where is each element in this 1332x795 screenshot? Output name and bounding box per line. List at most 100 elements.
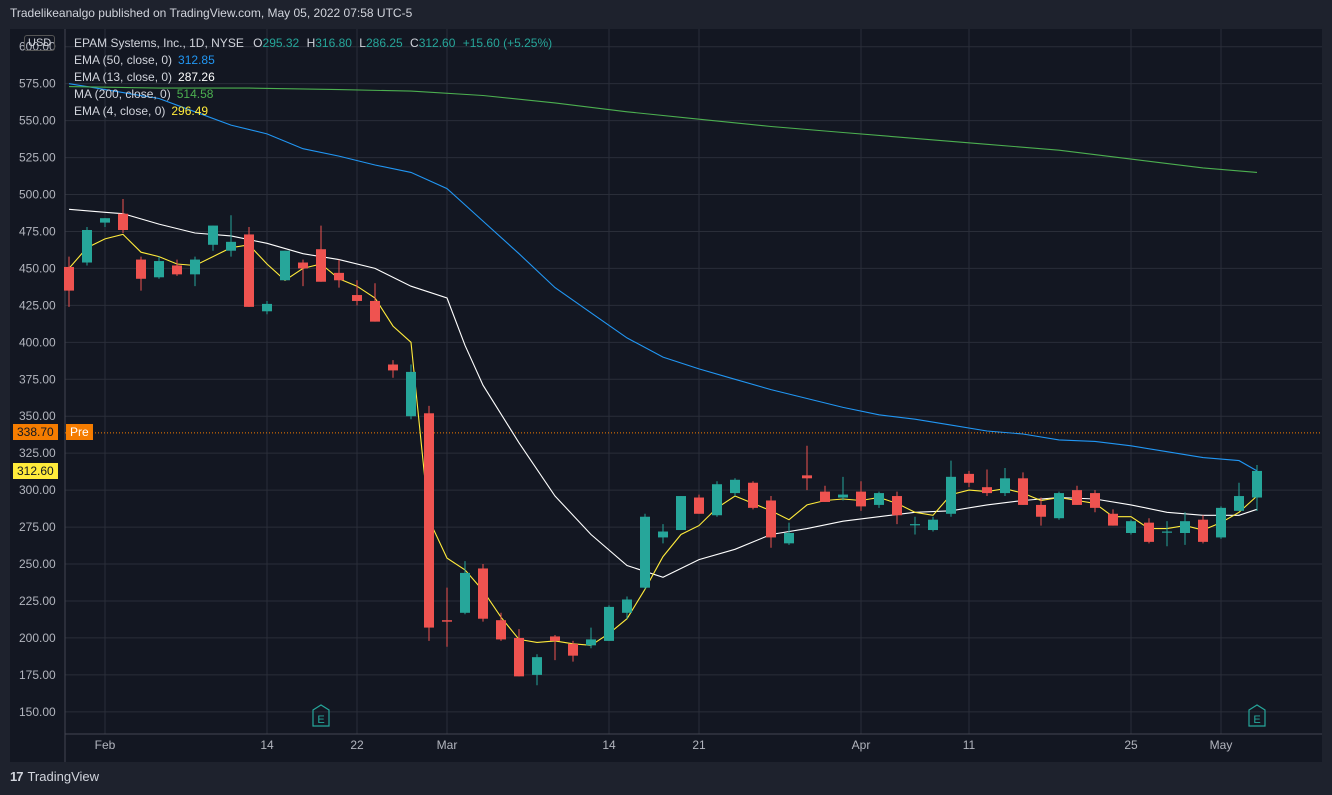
ohlc-high-key: H [306,36,316,50]
candle-body [568,643,578,656]
indicator-row-ema13[interactable]: EMA (13, close, 0) 287.26 [74,69,556,86]
candle-body [1054,493,1064,519]
indicator-value: 312.85 [178,53,215,67]
earnings-marker-icon[interactable]: E [312,704,330,727]
candlestick-chart[interactable]: 150.00 175.00 200.00 225.00 250.00 275.00 300.… [10,29,1322,762]
publisher-header: Tradelikeanalgo published on TradingView… [10,6,413,20]
candle-body [586,639,596,646]
pre-market-price: 338.70 [17,424,54,439]
chart-legend: EPAM Systems, Inc., 1D, NYSE O295.32 H31… [74,35,556,120]
ma-line [68,86,1258,173]
candle-body [1108,513,1118,526]
candle-body [442,620,452,622]
y-tick-label: 200.00 [19,631,56,645]
y-tick-label: 350.00 [19,409,56,423]
x-tick-label: 25 [1124,738,1138,752]
x-tick-label: 21 [692,738,706,752]
y-tick-label: 500.00 [19,188,56,202]
candle-body [532,657,542,675]
indicator-value: 296.49 [171,104,209,118]
candle-body [460,572,470,613]
candle-body [748,482,758,508]
chart-area[interactable]: 150.00 175.00 200.00 225.00 250.00 275.00 300.… [10,29,1322,762]
price-change: +15.60 (+5.25%) [462,36,553,50]
ohlc-open: 295.32 [262,36,300,50]
candle-body [136,259,146,279]
candle-body [1144,522,1154,542]
candle-body [154,261,164,278]
candle-body [658,531,668,538]
candle-body [712,484,722,516]
pre-market-price-tag: 338.70 [13,423,58,440]
candle-body [892,496,902,516]
tradingview-footer[interactable]: 17 TradingView [10,769,99,784]
candle-body [1000,478,1010,494]
y-tick-label: 450.00 [19,261,56,275]
indicator-row-ema50[interactable]: EMA (50, close, 0) 312.85 [74,52,556,69]
earnings-marker-icon[interactable]: E [1248,704,1266,727]
currency-button[interactable]: USD [24,35,56,51]
y-tick-label: 175.00 [19,668,56,682]
x-tick-label: May [1210,738,1233,752]
candle-body [766,500,776,538]
candle-body [64,266,74,291]
indicator-row-ma200[interactable]: MA (200, close, 0) 514.58 [74,86,556,103]
ohlc-high: 316.80 [315,36,352,50]
y-tick-label: 275.00 [19,520,56,534]
candle-body [982,487,992,494]
x-tick-label: Mar [437,738,458,752]
candle-body [244,234,254,307]
ohlc-close: 312.60 [418,36,456,50]
candle-body [730,479,740,494]
candle-body [604,606,614,641]
candle-body [1090,493,1100,508]
candle-body [352,295,362,301]
candle-body [118,213,128,231]
tradingview-logo-icon: 17 [10,769,24,784]
candle-body [802,475,812,479]
candle-body [1180,521,1190,533]
svg-text:E: E [317,714,324,726]
pre-market-label: Pre [66,423,93,440]
last-price-tag: 312.60 [13,462,58,479]
symbol-row[interactable]: EPAM Systems, Inc., 1D, NYSE O295.32 H31… [74,35,556,52]
x-tick-label: 14 [602,738,616,752]
y-tick-label: 425.00 [19,298,56,312]
candle-body [226,241,236,251]
candle-body [1036,504,1046,517]
candle-body [100,218,110,223]
candle-body [1198,519,1208,542]
indicator-label: EMA (50, close, 0) [74,53,173,67]
candle-body [190,259,200,275]
candle-body [694,497,704,514]
candle-body [910,524,920,526]
x-tick-label: 11 [963,738,976,752]
x-tick-label: Apr [852,738,871,752]
candle-body [640,516,650,588]
indicator-label: EMA (4, close, 0) [74,104,166,118]
candle-body [298,262,308,269]
ohlc-close-key: C [410,36,419,50]
candle-body [1162,531,1172,533]
candle-body [1126,521,1136,533]
candle-body [388,364,398,371]
symbol-name: EPAM Systems, Inc., 1D, NYSE [74,36,244,50]
svg-text:E: E [1253,714,1260,726]
candle-body [1234,496,1244,511]
candle-body [208,225,218,245]
ohlc-low-key: L [359,36,366,50]
candle-body [1018,478,1028,505]
candle-body [928,519,938,531]
candle-body [820,491,830,502]
candle-body [964,473,974,483]
indicator-row-ema4[interactable]: EMA (4, close, 0) 296.49 [74,103,556,120]
y-tick-label: 575.00 [19,77,56,91]
candle-body [676,496,686,531]
candle-body [514,637,524,677]
y-tick-label: 250.00 [19,557,56,571]
candle-body [370,300,380,322]
ma-line [68,83,1258,472]
indicator-label: EMA (13, close, 0) [74,70,173,84]
brand-name: TradingView [27,769,100,784]
x-tick-label: 14 [260,738,274,752]
